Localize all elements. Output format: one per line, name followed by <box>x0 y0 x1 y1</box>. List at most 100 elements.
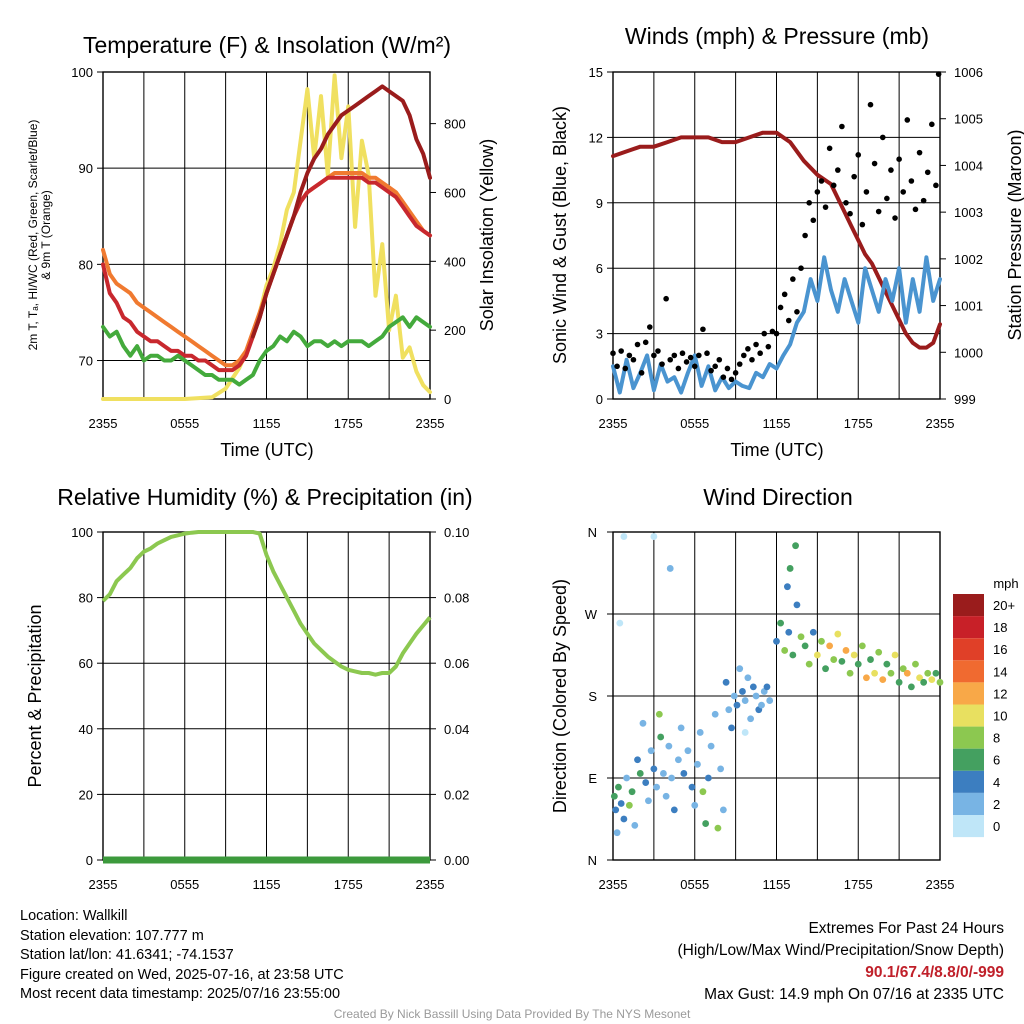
wind-gust-point <box>622 365 629 372</box>
wdir-point <box>928 676 936 683</box>
temp-y2-tick-label: 600 <box>444 185 466 200</box>
rh-x-tick-label: 1155 <box>253 877 281 892</box>
wdir-x-tick-label: 2355 <box>599 877 628 892</box>
wdir-y-tick-label: E <box>588 771 597 786</box>
colorbar-unit-label: mph <box>993 576 1018 591</box>
wdir-point <box>867 656 874 663</box>
wind-gust-point <box>679 350 686 357</box>
extremes-title: Extremes For Past 24 Hours <box>808 920 1004 937</box>
wdir-y-tick-label: N <box>588 853 597 868</box>
wdir-x-tick-label: 0555 <box>680 877 709 892</box>
wind-gust-point <box>691 363 698 370</box>
temp-series-line <box>101 315 432 387</box>
wind-gust-point <box>642 339 649 346</box>
rh-y2-tick-label: 0.06 <box>444 656 469 671</box>
wind-gust-point <box>638 370 645 376</box>
wdir-point <box>666 565 674 572</box>
temp-x-tick-label: 0555 <box>170 416 199 431</box>
wind-gust-point <box>724 365 731 372</box>
wdir-point <box>714 824 722 832</box>
wind-gust-point <box>732 370 739 376</box>
wdir-point <box>653 783 660 791</box>
wdir-point <box>830 656 838 663</box>
wind-y-axis-label: Sonic Wind & Gust (Blue, Black) <box>550 106 570 364</box>
wind-gust-point <box>798 265 804 272</box>
wdir-point <box>895 678 903 686</box>
colorbar-label: 8 <box>993 731 1000 746</box>
wind-gust-point <box>935 71 942 77</box>
wind-gust-point <box>863 189 870 195</box>
wdir-point <box>932 669 940 677</box>
wind-gust-point <box>765 343 772 350</box>
wdir-point <box>625 801 633 809</box>
wind-y2-tick-label: 1003 <box>954 205 983 220</box>
colorbar-swatch <box>953 704 984 727</box>
wdir-point <box>665 742 673 750</box>
wdir-point <box>822 665 829 673</box>
temp-y2-tick-label: 400 <box>444 254 466 269</box>
wind-gust-point <box>683 359 690 365</box>
wdir-point <box>694 760 701 768</box>
wdir-point <box>773 637 780 645</box>
wind-gust-point <box>912 206 919 213</box>
credit-text: Created By Nick Bassill Using Data Provi… <box>333 1007 691 1021</box>
wind-gust-point <box>757 350 763 357</box>
temp-x-tick-label: 1755 <box>334 416 363 431</box>
wdir-point <box>797 633 805 641</box>
wdir-point <box>912 660 919 668</box>
wind-gust-point <box>700 326 706 333</box>
wind-gust-point <box>867 101 874 108</box>
wind-gust-point <box>663 295 669 302</box>
extremes-panel: Extremes For Past 24 Hours (High/Low/Max… <box>678 918 1005 1006</box>
wind-y2-tick-label: 1002 <box>954 252 983 267</box>
temp-series-line <box>250 84 432 339</box>
colorbar-swatch <box>953 660 984 683</box>
wind-gust-point <box>704 350 710 357</box>
station-info: Location: Wallkill Station elevation: 10… <box>20 907 344 1005</box>
wind-gust-point <box>924 169 931 176</box>
wdir-point <box>744 674 752 682</box>
wind-gust-point <box>806 200 812 206</box>
wdir-point <box>786 565 794 572</box>
wdir-point <box>677 724 685 732</box>
wdir-x-tick-label: 2355 <box>926 877 955 892</box>
wdir-point <box>784 583 791 591</box>
wind-gust-point <box>875 208 882 215</box>
wdir-point <box>747 715 755 723</box>
wind-gust-point <box>879 134 886 141</box>
wdir-point <box>805 660 813 668</box>
wdir-title: Wind Direction <box>703 484 853 510</box>
wdir-point <box>842 647 850 654</box>
wdir-point <box>854 660 862 668</box>
wind-y-tick-label: 0 <box>596 392 603 407</box>
temp-x-tick-label: 2355 <box>416 416 445 431</box>
wdir-point <box>730 692 738 700</box>
wind-y2-tick-label: 1006 <box>954 65 983 80</box>
wdir-point <box>645 797 652 805</box>
wind-gust-point <box>646 324 653 330</box>
temp-x-axis-label: Time (UTC) <box>220 440 313 460</box>
wdir-point <box>887 669 895 677</box>
wind-y2-tick-label: 1005 <box>954 112 983 127</box>
rh-x-tick-label: 2355 <box>416 877 445 892</box>
wdir-colorbar: mph 20+ 18 16 14 12 10 8 6 4 2 0 <box>953 576 1019 838</box>
wdir-point <box>801 642 809 650</box>
wdir-point <box>711 710 719 718</box>
wind-gust-point <box>830 182 837 189</box>
wind-gust-point <box>920 197 927 204</box>
elevation-text: Station elevation: 107.777 m <box>20 927 204 944</box>
wind-gust-point <box>892 215 898 221</box>
wdir-point <box>728 724 735 732</box>
wdir-point <box>722 678 730 686</box>
colorbar-swatch <box>953 748 984 771</box>
wdir-point <box>704 774 712 782</box>
wind-gust-point <box>753 341 759 348</box>
location-text: Location: Wallkill <box>20 908 128 924</box>
wdir-x-tick-label: 1155 <box>763 877 791 892</box>
wind-panel: 2355 0555 1155 1755 2355 0 3 6 9 12 15 999 1000 1001 1… <box>550 23 1024 460</box>
rh-x-tick-label: 2355 <box>89 877 118 892</box>
temp-x-tick-label: 1155 <box>253 416 281 431</box>
wdir-point <box>752 692 760 700</box>
wind-x-tick-label: 2355 <box>926 416 955 431</box>
